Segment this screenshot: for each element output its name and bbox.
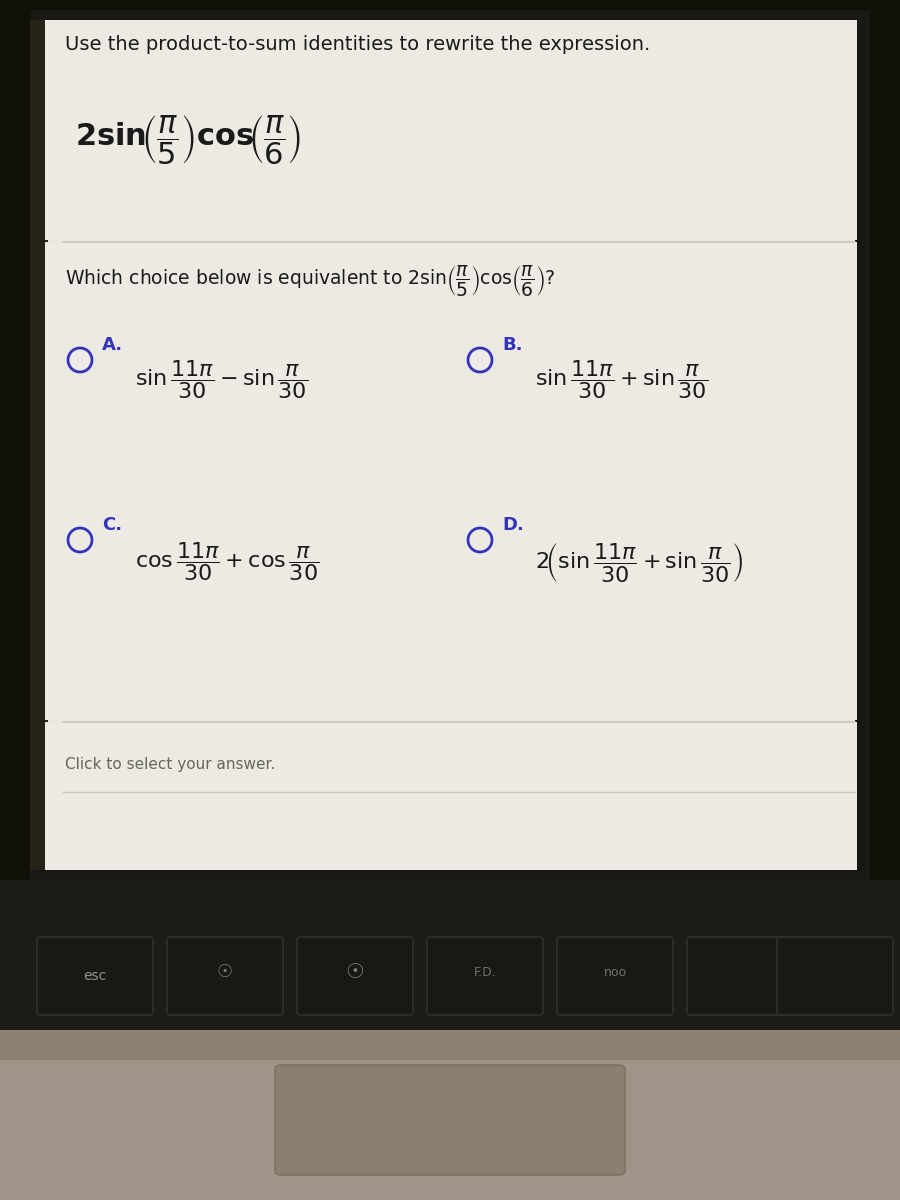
Text: $\sin\dfrac{11\pi}{30} - \sin\dfrac{\pi}{30}$: $\sin\dfrac{11\pi}{30} - \sin\dfrac{\pi}… <box>135 359 308 402</box>
FancyBboxPatch shape <box>275 1066 625 1175</box>
Bar <box>0 880 900 1030</box>
Text: $2\!\left(\sin\dfrac{11\pi}{30} + \sin\dfrac{\pi}{30}\right)$: $2\!\left(\sin\dfrac{11\pi}{30} + \sin\d… <box>535 540 743 583</box>
FancyBboxPatch shape <box>557 937 673 1015</box>
Text: F.D.: F.D. <box>473 966 497 978</box>
Bar <box>30 20 48 870</box>
FancyBboxPatch shape <box>297 937 413 1015</box>
FancyBboxPatch shape <box>427 937 543 1015</box>
Text: ☉: ☉ <box>346 962 365 982</box>
FancyBboxPatch shape <box>687 937 803 1015</box>
FancyBboxPatch shape <box>167 937 283 1015</box>
Text: ☉: ☉ <box>217 962 233 982</box>
Bar <box>45 722 857 870</box>
Text: Which choice below is equivalent to $2\sin\!\left(\dfrac{\pi}{5}\right)\cos\!\le: Which choice below is equivalent to $2\s… <box>65 263 555 298</box>
Text: A.: A. <box>102 336 123 354</box>
Text: Use the product-to-sum identities to rewrite the expression.: Use the product-to-sum identities to rew… <box>65 36 650 54</box>
Bar <box>0 1030 900 1060</box>
Bar <box>45 242 857 720</box>
Text: C.: C. <box>102 516 122 534</box>
Bar <box>30 10 870 880</box>
FancyBboxPatch shape <box>777 937 893 1015</box>
Text: $\mathbf{2sin}\!\left(\dfrac{\pi}{5}\right)\mathbf{cos}\!\left(\dfrac{\pi}{6}\ri: $\mathbf{2sin}\!\left(\dfrac{\pi}{5}\rig… <box>75 113 302 167</box>
Text: $\cos\dfrac{11\pi}{30} + \cos\dfrac{\pi}{30}$: $\cos\dfrac{11\pi}{30} + \cos\dfrac{\pi}… <box>135 540 320 583</box>
Text: $\sin\dfrac{11\pi}{30} + \sin\dfrac{\pi}{30}$: $\sin\dfrac{11\pi}{30} + \sin\dfrac{\pi}… <box>535 359 708 402</box>
Text: B.: B. <box>502 336 523 354</box>
Bar <box>45 20 857 240</box>
Bar <box>0 1030 900 1200</box>
Text: noo: noo <box>603 966 626 978</box>
Text: esc: esc <box>84 970 106 983</box>
Text: Click to select your answer.: Click to select your answer. <box>65 757 275 773</box>
Bar <box>45 20 855 870</box>
FancyBboxPatch shape <box>37 937 153 1015</box>
Text: D.: D. <box>502 516 524 534</box>
